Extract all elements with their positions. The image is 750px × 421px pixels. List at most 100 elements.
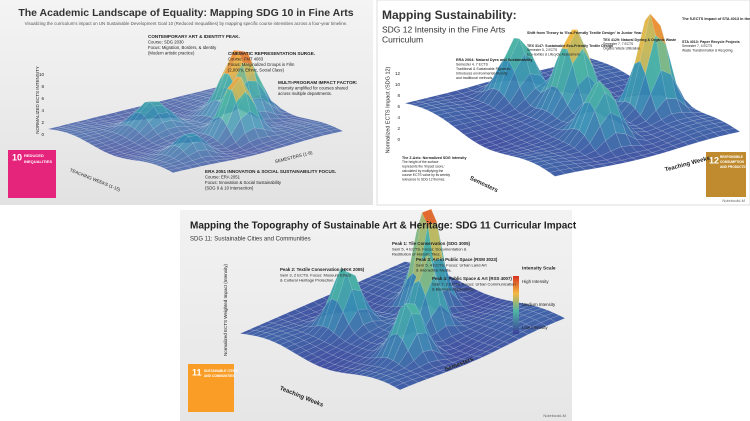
tick-label: 8 [397, 93, 400, 98]
badge-label: CONSUMPTION [720, 160, 745, 164]
legend-label: Low Intensity [522, 325, 548, 330]
annotation-line: Intensity amplified for courses shared [278, 86, 349, 91]
subtitle: Curriculum [382, 34, 423, 44]
tick-label: 4 [41, 108, 44, 113]
annotation-line: Semester 5, 2 ECTS [527, 48, 558, 52]
annotation-line: relevance to SDG 12 themes. [402, 177, 445, 181]
tick-label: 0 [397, 137, 400, 142]
annotation-line: & Interactive Media. [416, 268, 452, 273]
annotation-heading: Peak 3: Art in Public Space (RSM 3023) [416, 257, 498, 262]
surface-cell [205, 159, 221, 165]
badge-label: AND COMMUNITIES [204, 374, 234, 378]
surface-cell [621, 157, 638, 163]
annotation-line: Sem 7, 2 ECTS. Focus: Urban Communicatio… [432, 281, 516, 286]
sdg12-badge [706, 152, 746, 197]
annotation-heading: CONTEMPORARY ART & IDENTITY PEAK. [148, 34, 240, 39]
subtitle: SDG 11: Sustainable Cities and Communiti… [190, 237, 311, 243]
badge-label: SUSTAINABLE CITIES [204, 369, 238, 373]
tick-label: 2 [41, 120, 44, 125]
annotation-heading: Peak 1: Tile Conservation (SDG 3005) [392, 241, 471, 246]
tick-label: 4 [397, 115, 400, 120]
title: The Academic Landscape of Equality: Mapp… [18, 7, 353, 19]
badge-label: REDUCED [24, 153, 44, 158]
annotation-line: Eco-textiles & Lifecycle Assessment. [527, 53, 581, 57]
surfaces [47, 13, 741, 391]
annotation-line: & Biennale Applications. [432, 287, 475, 292]
subtitle: SDG 12 Intensity in the Fine Arts [382, 24, 505, 34]
surface-cell [168, 167, 183, 173]
tick-label: 8 [41, 84, 44, 89]
tick-label: 6 [397, 104, 400, 109]
annotation-heading: TEX 4129: Natural Dyeing & Organic Waste [603, 38, 676, 42]
legend-title: Intensity Scale [522, 265, 556, 271]
surface-cell [651, 149, 669, 155]
sdg10-badge [8, 150, 56, 198]
surface-cell [703, 132, 720, 140]
annotation-heading: STA 4013: Paper Recycle Projects [682, 40, 740, 44]
annotation-line: (SDG 9 & 10 Intersection) [205, 186, 254, 191]
badge-label: INEQUALITIES [24, 159, 52, 164]
annotation-line: Sem 5, 4 ECTS. Focus: Urban Land Art [416, 262, 487, 267]
annotation-heading: TEX 3147: Sustainable Eco-Friendly Texti… [527, 44, 613, 48]
axis-label: NORMALIZED ECTS INTENSITY [35, 66, 40, 134]
legend-label: High Intensity [522, 279, 549, 284]
annotation-line: The height of the surface [402, 160, 439, 164]
surface-cell [215, 158, 231, 163]
annotation-line: Semester 7, 7 ECTS [603, 42, 634, 46]
badge-number: 10 [12, 152, 22, 162]
badge-number: 11 [192, 367, 202, 377]
axis-label: Normalized ECTS Impact (SDG 12) [385, 66, 391, 153]
annotation-heading: ERA 2064: Natural Dyes and Sustainabilit… [456, 58, 533, 62]
surface-cell [713, 130, 731, 137]
surface-cell [328, 128, 344, 134]
annotation-heading: The 5-ECTS Impact of STA 4013 in the Sen… [682, 17, 750, 21]
surface-cell [196, 161, 212, 167]
annotation-line: Course: ERA 2051 [205, 175, 241, 180]
surface-cell [225, 157, 240, 161]
annotation-line: Traditional & Sustainable Pigments. [456, 67, 511, 71]
annotation-line: Course: SDG 2030 [148, 40, 184, 45]
annotation-line: and traditional methods. [456, 76, 493, 80]
annotation-heading: The Z-Axis: Normalized SDG Intensity [402, 156, 467, 160]
surface-cell [448, 363, 465, 369]
annotation-line: Focus: Innovation & Social Sustainabilit… [205, 180, 282, 185]
surface-cell [476, 351, 493, 358]
watermark: NotebookLM [543, 413, 566, 418]
annotation-line: Restitution of Historic Tiles. [392, 252, 441, 257]
legend-label: Medium Intensity [522, 302, 556, 307]
surface-cell [253, 150, 268, 155]
tick-label: 2 [397, 126, 400, 131]
tick-label: 6 [41, 96, 44, 101]
surface-cell [549, 170, 566, 177]
annotation-line: course ECTS value by its weekly [402, 173, 450, 177]
badge-label: AND PRODUCTION [720, 165, 750, 169]
annotation-line: & Cultural Heritage Protection. [280, 278, 334, 283]
axis-label: Normalized ECTS Weighted Impact (Intensi… [223, 264, 228, 356]
surface-cell [281, 141, 297, 147]
tick-label: 0 [41, 132, 44, 137]
tick-label: 12 [395, 71, 401, 76]
annotation-line: Waste Transformation & Recycling. [682, 49, 733, 53]
subtitle: Visualizing the curriculum's impact on U… [25, 21, 348, 26]
tick-label: 10 [39, 72, 45, 77]
annotation-heading: Shift from Theory to 'Eco-Friendly Texti… [527, 31, 643, 35]
annotation-heading: ERA 2051 INNOVATION & SOCIAL SUSTAINABIL… [205, 169, 336, 174]
tick-label: 10 [395, 82, 401, 87]
annotation-line: Course: FMT 4083 [228, 57, 264, 62]
watermark: NotebookLM [722, 198, 745, 203]
surface-cell [549, 315, 566, 323]
annotation-heading: CINEMATIC REPRESENTATION SURGE. [228, 51, 315, 56]
title: Mapping Sustainability: [382, 8, 517, 22]
surface-cell [412, 376, 428, 383]
annotation-line: across multiple departments. [278, 91, 332, 96]
annotation-line: Sem 5, 4 ECTS. Focus: Documentation & [392, 246, 467, 251]
annotation-line: Focus: Migration, Borders, & Identity [148, 45, 217, 50]
title: Mapping the Topography of Sustainable Ar… [190, 221, 577, 232]
annotation-line: represents the 'impact score,' [402, 165, 445, 169]
annotation-line: Semester 7, 4 ECTS [682, 44, 713, 48]
badge-number: 12 [709, 155, 719, 165]
surface-cell [177, 165, 193, 171]
annotation-line: Semester 4, 7 ECTS [456, 62, 489, 66]
annotation-heading: Peak 4: Public Space & Art (RSS 4007) [432, 276, 512, 281]
